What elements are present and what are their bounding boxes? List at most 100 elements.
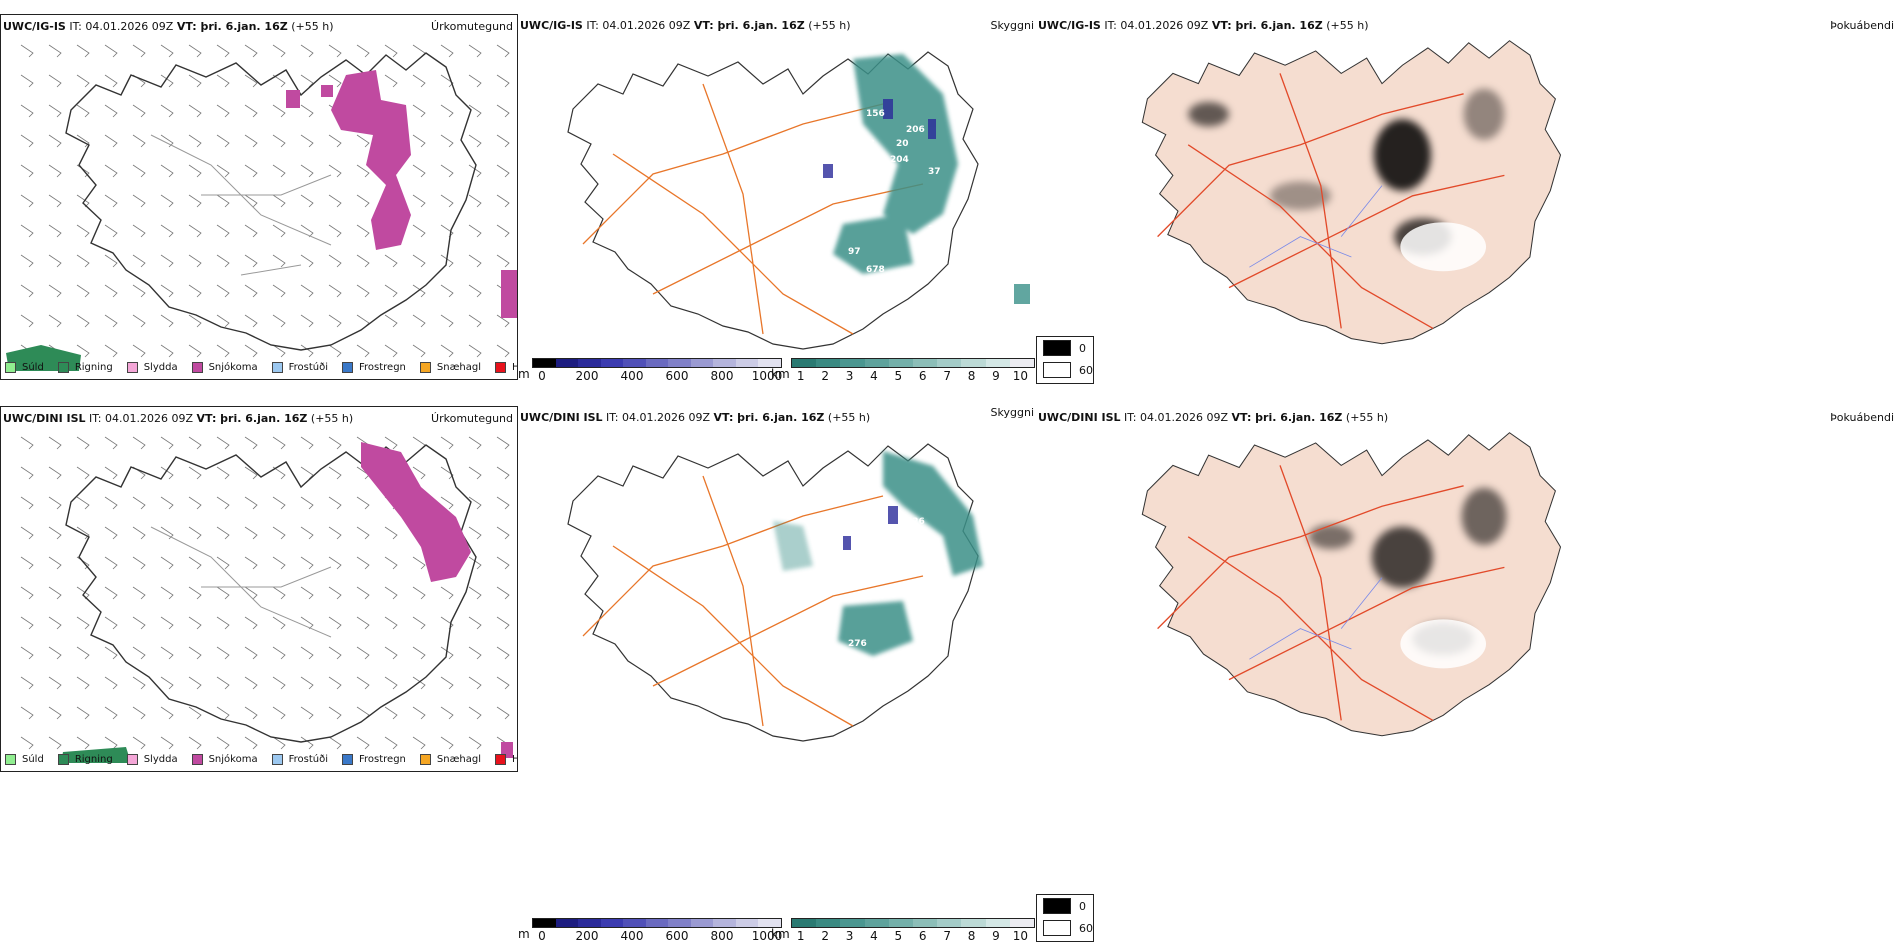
- wind-barb: [216, 194, 230, 208]
- wind-barb: [412, 676, 426, 690]
- wind-barb: [468, 466, 482, 480]
- wind-barb: [272, 436, 286, 450]
- wind-barb: [244, 74, 258, 88]
- wind-barb: [76, 344, 90, 358]
- colorbar-cell: [735, 359, 759, 367]
- wind-barb: [328, 224, 342, 238]
- wind-barb: [216, 74, 230, 88]
- wind-barb: [132, 556, 146, 570]
- wind-barb: [20, 74, 34, 88]
- colorbar-cell: [758, 919, 782, 927]
- wind-barb: [20, 164, 34, 178]
- wind-barb: [20, 104, 34, 118]
- wind-barb: [132, 254, 146, 268]
- wind-barb: [272, 134, 286, 148]
- wind-barb: [440, 44, 454, 58]
- wind-barb: [132, 284, 146, 298]
- wind-barb: [76, 436, 90, 450]
- wind-barb: [300, 284, 314, 298]
- wind-barb: [496, 254, 510, 268]
- colorbar-cell: [735, 919, 759, 927]
- wind-barb: [160, 314, 174, 328]
- wind-barb: [132, 496, 146, 510]
- panel-title: Skyggni: [990, 19, 1034, 32]
- wind-barb: [328, 436, 342, 450]
- wind-barb: [384, 314, 398, 328]
- wind-barb: [216, 586, 230, 600]
- wind-barb: [440, 104, 454, 118]
- visibility-value-label: 226: [906, 517, 925, 527]
- wind-barb: [468, 104, 482, 118]
- wind-barb: [188, 44, 202, 58]
- wind-barb: [188, 706, 202, 720]
- wind-barb: [328, 676, 342, 690]
- wind-barb: [48, 164, 62, 178]
- wind-barb: [440, 586, 454, 600]
- colorbar-cell: [713, 359, 736, 367]
- wind-barb: [412, 736, 426, 750]
- colorbar-tick: 9: [992, 929, 1000, 943]
- wind-barb: [412, 646, 426, 660]
- wind-barb: [272, 284, 286, 298]
- legend-swatch: [5, 754, 16, 765]
- wind-barb: [48, 556, 62, 570]
- fog-legend-row: 0: [1037, 337, 1093, 359]
- wind-barb: [300, 104, 314, 118]
- wind-barb: [496, 526, 510, 540]
- wind-barb: [188, 104, 202, 118]
- wind-barb: [244, 254, 258, 268]
- wind-barb: [216, 134, 230, 148]
- legend-swatch: [342, 754, 353, 765]
- wind-barb: [272, 646, 286, 660]
- wind-barb: [20, 44, 34, 58]
- wind-barb: [468, 344, 482, 358]
- legend-label: Snæhagl: [436, 754, 482, 765]
- wind-barb: [328, 164, 342, 178]
- wind-barb: [468, 44, 482, 58]
- altitude-colorbar-top: 0 200 400 600 800 1000 m: [518, 358, 783, 383]
- wind-barb: [328, 254, 342, 268]
- colorbar-cell: [961, 359, 986, 367]
- colorbar-tick: 1000: [751, 369, 783, 383]
- wind-barb: [496, 194, 510, 208]
- wind-barb: [440, 134, 454, 148]
- colorbar-cell: [816, 919, 841, 927]
- colorbar-cell: [792, 919, 817, 927]
- wind-barb: [20, 526, 34, 540]
- wind-barb: [328, 496, 342, 510]
- wind-barb: [496, 44, 510, 58]
- colorbar-tick: 2: [821, 929, 829, 943]
- wind-barb: [76, 44, 90, 58]
- wind-barb: [496, 104, 510, 118]
- wind-barb: [356, 44, 370, 58]
- wind-barb: [48, 616, 62, 630]
- legend-label: Haglél: [512, 362, 517, 373]
- colorbar-cell: [533, 359, 556, 367]
- wind-barb: [468, 736, 482, 750]
- wind-barb: [188, 74, 202, 88]
- wind-barb: [104, 344, 118, 358]
- wind-barb: [384, 436, 398, 450]
- wind-barb: [216, 706, 230, 720]
- wind-barb: [48, 224, 62, 238]
- visibility-value-label: 884: [928, 559, 947, 569]
- wind-barb: [132, 344, 146, 358]
- wind-barb: [188, 676, 202, 690]
- wind-barb: [104, 164, 118, 178]
- wind-barb: [272, 556, 286, 570]
- wind-barb: [20, 736, 34, 750]
- panel-header: UWC/IG-IS IT: 04.01.2026 09Z VT: þri. 6.…: [1038, 19, 1369, 32]
- precip-legend: Súld Rigning Slydda Snjókoma Frostúði Frostre…: [5, 754, 517, 765]
- legend-swatch: [5, 362, 16, 373]
- wind-barb: [216, 496, 230, 510]
- vis-panel-top: UWC/IG-IS IT: 04.01.2026 09Z VT: þri. 6.…: [518, 14, 1036, 380]
- legend-swatch: [342, 362, 353, 373]
- wind-barb: [440, 344, 454, 358]
- colorbar-tick: 0: [538, 929, 546, 943]
- colorbar-tick: 3: [845, 929, 854, 943]
- precip-panel-bottom: UWC/DINI ISL IT: 04.01.2026 09Z VT: þri.…: [0, 406, 518, 772]
- legend-label: Snæhagl: [436, 362, 482, 373]
- wind-barb: [328, 736, 342, 750]
- wind-barb: [384, 344, 398, 358]
- wind-barb: [272, 314, 286, 328]
